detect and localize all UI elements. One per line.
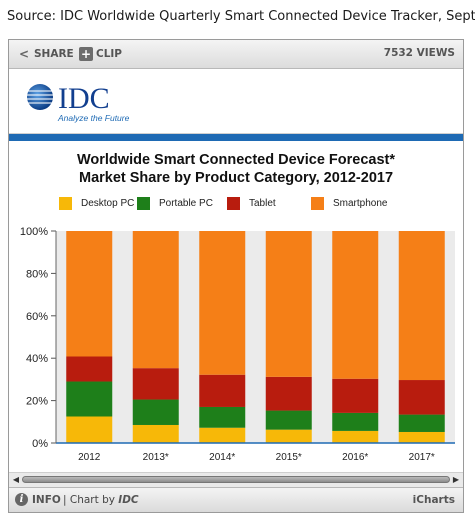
x-tick-label: 2012 — [78, 452, 101, 463]
clip-button[interactable]: + CLIP — [79, 46, 122, 62]
bar-segment — [332, 231, 379, 379]
info-icon: i — [15, 493, 28, 506]
share-icon: < — [18, 47, 30, 61]
bar-segment — [398, 431, 445, 443]
legend-item: Smartphone — [311, 197, 387, 210]
bar-segment — [265, 410, 312, 430]
info-label: INFO — [32, 493, 61, 506]
logo-tagline: Analyze the Future — [57, 113, 130, 123]
y-tick-label: 40% — [26, 353, 48, 365]
bar-segment — [265, 376, 312, 411]
bar-segment — [332, 430, 379, 443]
source-note: Source: IDC Worldwide Quarterly Smart Co… — [7, 9, 475, 24]
bar-segment — [199, 374, 246, 407]
legend-swatch — [137, 197, 150, 210]
x-tick-label: 2015* — [276, 452, 302, 463]
bar-segment — [199, 406, 246, 428]
y-tick-label: 100% — [20, 226, 48, 238]
plot-background — [56, 231, 455, 443]
logo-header: IDC Analyze the Future — [9, 69, 463, 134]
bar-segment — [265, 231, 312, 377]
legend-label: Smartphone — [333, 198, 388, 209]
bar-segment — [66, 231, 113, 357]
x-tick-label: 2016* — [342, 452, 368, 463]
horizontal-scrollbar[interactable]: ◀ ▶ — [9, 472, 463, 487]
legend-item: Tablet — [227, 197, 276, 210]
chart-subtitle: Market Share by Product Category, 2012-2… — [78, 170, 394, 186]
bar-segment — [265, 429, 312, 443]
chart-by-label: | Chart by — [63, 494, 115, 506]
bar-segment — [66, 416, 113, 443]
chart-plot: 0% 20% 40% 60% 80% 100% 2012 2013* 2014* 2015* 201… — [20, 226, 455, 463]
legend-item: Portable PC — [137, 197, 213, 210]
scroll-right-arrow-icon[interactable]: ▶ — [452, 475, 460, 484]
logo-wordmark: IDC — [58, 82, 110, 115]
bar-segment — [132, 368, 179, 400]
chart-widget: < SHARE + CLIP 7532 VIEWS IDC — [8, 39, 464, 513]
widget-footer: i INFO | Chart by IDC iCharts — [9, 487, 463, 512]
bar-segment — [66, 356, 113, 382]
header-divider — [9, 134, 463, 141]
x-tick-label: 2013* — [143, 452, 169, 463]
plus-icon: + — [79, 47, 93, 61]
y-tick-label: 20% — [26, 396, 48, 408]
chart-by-brand: IDC — [118, 494, 139, 506]
legend-swatch — [311, 197, 324, 210]
bar-segment — [132, 231, 179, 369]
idc-logo: IDC Analyze the Future — [27, 82, 130, 123]
views-count: 7532 VIEWS — [383, 47, 455, 59]
bar-segment — [398, 414, 445, 432]
legend-swatch — [227, 197, 240, 210]
clip-label: CLIP — [96, 48, 122, 60]
bar-segment — [199, 427, 246, 443]
widget-toolbar: < SHARE + CLIP 7532 VIEWS — [9, 40, 463, 69]
bar-segment — [332, 412, 379, 431]
chart-title-block: Worldwide Smart Connected Device Forecas… — [9, 151, 463, 187]
chart-by-credit: | Chart by IDC — [63, 494, 139, 506]
y-tick-label: 60% — [26, 311, 48, 323]
y-tick-label: 0% — [32, 438, 48, 450]
scroll-thumb[interactable] — [22, 476, 450, 483]
chart-area: 0% 20% 40% 60% 80% 100% 2012 2013* 2014* 2015* 201… — [9, 141, 463, 471]
bar-segment — [132, 399, 179, 425]
legend-item: Desktop PC — [59, 197, 134, 210]
chart-legend: Desktop PC Portable PC Tablet Smartphone — [59, 197, 459, 213]
y-tick-label: 80% — [26, 268, 48, 280]
share-label: SHARE — [34, 48, 74, 60]
legend-label: Portable PC — [159, 198, 213, 209]
x-tick-label: 2017* — [409, 452, 435, 463]
bar-segment — [66, 381, 113, 417]
legend-swatch — [59, 197, 72, 210]
legend-label: Tablet — [249, 198, 276, 209]
info-button[interactable]: i INFO — [15, 493, 61, 506]
bar-segment — [398, 380, 445, 415]
share-button[interactable]: < SHARE — [17, 46, 74, 62]
scroll-left-arrow-icon[interactable]: ◀ — [12, 475, 20, 484]
icharts-link[interactable]: iCharts — [412, 494, 455, 506]
x-tick-label: 2014* — [209, 452, 235, 463]
legend-label: Desktop PC — [81, 198, 135, 209]
bar-segment — [398, 231, 445, 381]
bar-segment — [332, 378, 379, 413]
bar-segment — [199, 231, 246, 375]
bar-segment — [132, 424, 179, 443]
chart-title: Worldwide Smart Connected Device Forecas… — [76, 152, 396, 168]
